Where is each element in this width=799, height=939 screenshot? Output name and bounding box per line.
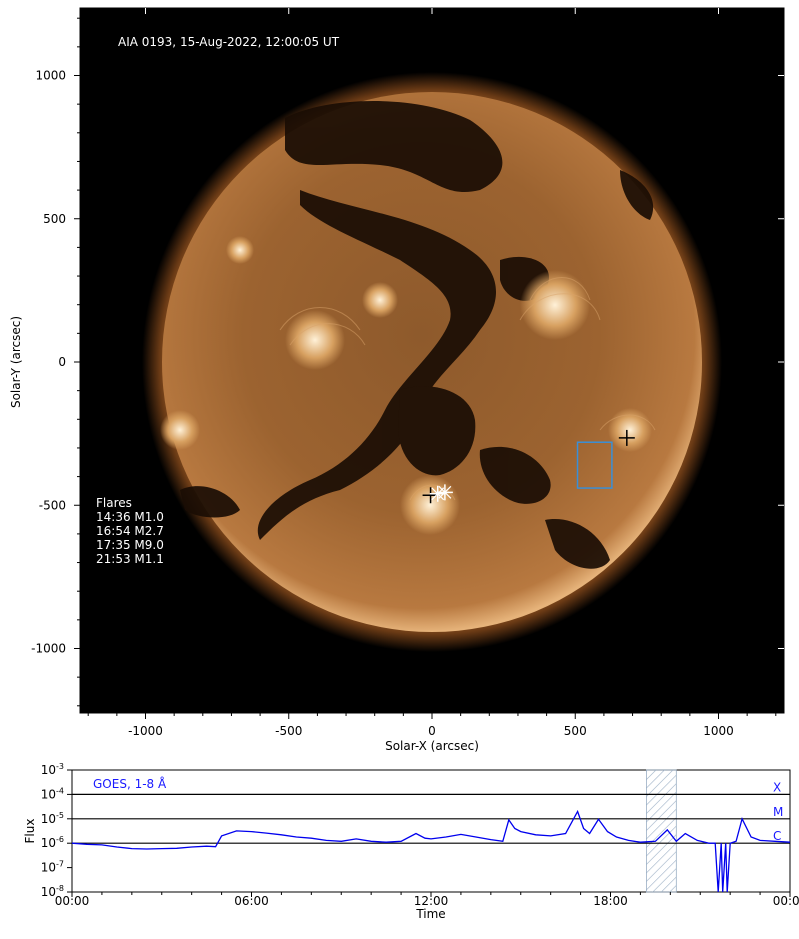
goes-level-label: C — [773, 829, 781, 843]
goes-class-levels: XMC — [72, 780, 790, 844]
flare-list: 14:36 M1.016:54 M2.717:35 M9.021:53 M1.1 — [96, 510, 164, 566]
image-y-tick-label: 0 — [58, 355, 66, 369]
coronal-holes — [180, 100, 654, 569]
flare-entry: 17:35 M9.0 — [96, 538, 164, 552]
image-y-tick-label: -500 — [39, 498, 66, 512]
goes-x-tick-label: 00:00 — [773, 894, 799, 908]
image-y-ticks: 1000 500 0 -500 -1000 — [31, 17, 784, 707]
goes-x-tick-label: 12:00 — [414, 894, 449, 908]
goes-y-ticks: 10-8 10-7 10-6 10-5 10-4 10-3 — [41, 762, 72, 899]
image-x-tick-label: -1000 — [128, 724, 163, 738]
goes-level-label: M — [773, 805, 783, 819]
goes-y-tick-label: 10-4 — [41, 786, 64, 801]
goes-flux-series — [72, 809, 790, 892]
flare-marker — [436, 484, 453, 501]
goes-x-ticks: 00:00 06:00 12:00 18:00 00:00 — [55, 892, 799, 908]
flare-entry: 14:36 M1.0 — [96, 510, 164, 524]
goes-x-tick-label: 00:00 — [55, 894, 90, 908]
goes-plot-area — [71, 769, 791, 893]
active-regions — [160, 236, 652, 535]
goes-y-tick-label: 10-6 — [41, 835, 64, 850]
solar-image-panel: AIA 0193, 15-Aug-2022, 12:00:05 UT Flare… — [9, 7, 785, 753]
image-y-tick-label: 1000 — [35, 69, 66, 83]
image-y-axis-label: Solar-Y (arcsec) — [9, 316, 23, 408]
goes-x-axis-label: Time — [415, 907, 445, 921]
image-y-tick-label: -1000 — [31, 642, 66, 656]
flare-markers — [422, 429, 635, 504]
goes-y-tick-label: 10-5 — [41, 811, 64, 826]
goes-y-tick-label: 10-3 — [41, 762, 64, 777]
flare-entry: 16:54 M2.7 — [96, 524, 164, 538]
image-x-tick-label: 1000 — [703, 724, 734, 738]
goes-y-axis-label: Flux — [23, 819, 37, 844]
image-y-tick-label: 500 — [43, 212, 66, 226]
region-box — [576, 441, 613, 489]
goes-level-label: X — [773, 780, 781, 794]
goes-y-tick-label: 10-7 — [41, 860, 64, 875]
image-x-ticks: -1000 -500 0 500 1000 — [87, 8, 777, 738]
image-x-tick-label: 0 — [428, 724, 436, 738]
goes-title: GOES, 1-8 Å — [93, 776, 167, 791]
image-x-axis-label: Solar-X (arcsec) — [385, 739, 479, 753]
flare-entry: 21:53 M1.1 — [96, 552, 164, 566]
goes-shaded-interval — [646, 769, 677, 893]
image-title: AIA 0193, 15-Aug-2022, 12:00:05 UT — [118, 35, 340, 49]
goes-x-tick-label: 18:00 — [593, 894, 628, 908]
image-x-tick-label: 500 — [564, 724, 587, 738]
flares-heading: Flares — [96, 496, 132, 510]
flare-marker — [618, 429, 635, 446]
coronal-loops — [279, 277, 656, 501]
goes-x-tick-label: 06:00 — [234, 894, 269, 908]
image-x-tick-label: -500 — [275, 724, 302, 738]
goes-y-tick-label: 10-8 — [41, 884, 64, 899]
